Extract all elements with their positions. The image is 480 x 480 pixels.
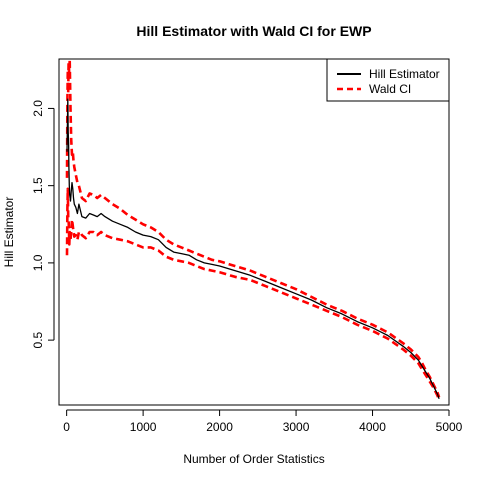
hill-estimator-line	[66, 98, 440, 400]
y-tick-label: 0.5	[31, 331, 45, 348]
legend-box	[326, 58, 450, 102]
y-tick-label: 1.5	[31, 177, 45, 194]
legend-hill-label: Hill Estimator	[369, 67, 440, 81]
chart-title: Hill Estimator with Wald CI for EWP	[136, 23, 371, 39]
legend: Hill Estimator Wald CI	[326, 58, 450, 102]
x-tick-label: 3000	[283, 420, 310, 434]
x-tick-label: 4000	[359, 420, 386, 434]
y-tick-label: 1.0	[31, 254, 45, 271]
wald-ci-lower-line	[65, 187, 441, 401]
x-tick-label: 0	[63, 420, 70, 434]
y-axis-label: Hill Estimator	[2, 197, 16, 268]
x-axis: 0 1000 2000 3000 4000 5000	[63, 409, 463, 434]
y-axis: 0.5 1.0 1.5 2.0	[31, 100, 55, 348]
x-tick-label: 5000	[436, 420, 463, 434]
y-tick-label: 2.0	[31, 100, 45, 117]
series-layer	[65, 59, 441, 401]
x-tick-label: 1000	[130, 420, 157, 434]
wald-ci-upper-line	[65, 59, 441, 398]
plot-frame	[58, 58, 450, 406]
x-tick-label: 2000	[206, 420, 233, 434]
legend-wald-label: Wald CI	[369, 82, 411, 96]
x-axis-label: Number of Order Statistics	[183, 452, 324, 466]
